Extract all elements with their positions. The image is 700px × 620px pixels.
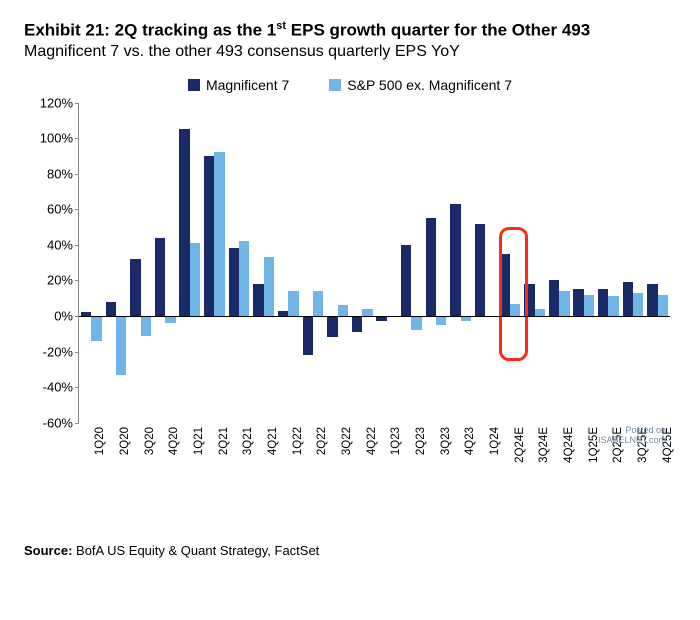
x-tick-label: 4Q22 xyxy=(366,427,378,455)
bar xyxy=(116,316,126,375)
plot-area: -60%-40%-20%0%20%40%60%80%100%120% xyxy=(78,103,670,423)
legend-item-b: S&P 500 ex. Magnificent 7 xyxy=(329,77,512,93)
bar xyxy=(475,224,485,316)
x-tick-label: 3Q22 xyxy=(341,427,353,455)
x-tick-label: 4Q20 xyxy=(168,427,180,455)
y-tick-label: -20% xyxy=(25,344,73,359)
bar xyxy=(288,291,298,316)
bar xyxy=(204,156,214,316)
watermark-line2: ISABELNET.com xyxy=(598,435,666,446)
source-text: BofA US Equity & Quant Strategy, FactSet xyxy=(76,543,319,558)
x-tick-label: 3Q24E xyxy=(538,427,550,463)
bar xyxy=(426,218,436,316)
bar xyxy=(229,248,239,316)
x-tick-label: 3Q21 xyxy=(242,427,254,455)
bar xyxy=(401,245,411,316)
x-tick-label: 3Q20 xyxy=(144,427,156,455)
legend-label-b: S&P 500 ex. Magnificent 7 xyxy=(347,77,512,93)
bar xyxy=(165,316,175,323)
x-tick-label: 4Q24E xyxy=(563,427,575,463)
bar xyxy=(190,243,200,316)
chart-subtitle: Magnificent 7 vs. the other 493 consensu… xyxy=(24,43,676,61)
bar xyxy=(608,296,618,316)
y-tick-label: 100% xyxy=(25,131,73,146)
x-tick-label: 3Q23 xyxy=(440,427,452,455)
y-tick-label: 0% xyxy=(25,308,73,323)
bar xyxy=(559,291,569,316)
bar xyxy=(313,291,323,316)
y-tick-label: 80% xyxy=(25,166,73,181)
legend: Magnificent 7 S&P 500 ex. Magnificent 7 xyxy=(24,77,676,93)
x-tick-label: 1Q21 xyxy=(193,427,205,455)
bar xyxy=(524,284,534,316)
bar xyxy=(436,316,446,325)
chart-title: Exhibit 21: 2Q tracking as the 1st EPS g… xyxy=(24,20,676,41)
x-tick-label: 2Q23 xyxy=(415,427,427,455)
x-tick-label: 1Q24 xyxy=(489,427,501,455)
x-axis-labels: 1Q20 2Q20 3Q20 4Q20 1Q21 2Q21 3Q21 4Q21 1Q22 2Q22… xyxy=(78,423,670,483)
bar xyxy=(264,257,274,316)
x-tick-label: 1Q23 xyxy=(390,427,402,455)
bar xyxy=(584,295,594,316)
bar xyxy=(362,309,372,316)
bar xyxy=(450,204,460,316)
bar xyxy=(155,238,165,316)
x-tick-label: 4Q23 xyxy=(464,427,476,455)
bar xyxy=(214,152,224,316)
bar xyxy=(253,284,263,316)
bar xyxy=(510,304,520,316)
bar xyxy=(352,316,362,332)
x-tick-label: 2Q22 xyxy=(316,427,328,455)
bar xyxy=(130,259,140,316)
bar xyxy=(303,316,313,355)
y-tick-label: -40% xyxy=(25,380,73,395)
source-label: Source: xyxy=(24,543,72,558)
x-tick-label: 1Q20 xyxy=(94,427,106,455)
bar xyxy=(549,280,559,316)
bar xyxy=(327,316,337,337)
x-tick-label: 2Q20 xyxy=(119,427,131,455)
bar xyxy=(573,289,583,316)
bar xyxy=(338,305,348,316)
bar xyxy=(658,295,668,316)
source-line: Source: BofA US Equity & Quant Strategy,… xyxy=(24,543,676,558)
legend-swatch-b xyxy=(329,79,341,91)
x-tick-label: 4Q21 xyxy=(267,427,279,455)
legend-swatch-a xyxy=(188,79,200,91)
legend-label-a: Magnificent 7 xyxy=(206,77,289,93)
bar xyxy=(141,316,151,336)
y-tick-label: 40% xyxy=(25,237,73,252)
bar xyxy=(179,129,189,316)
watermark-line1: Posted on xyxy=(598,425,666,436)
x-tick-label: 1Q22 xyxy=(292,427,304,455)
bar xyxy=(535,309,545,316)
bar xyxy=(633,293,643,316)
bar xyxy=(647,284,657,316)
y-tick-label: 60% xyxy=(25,202,73,217)
bar xyxy=(623,282,633,316)
x-tick-label: 2Q24E xyxy=(514,427,526,463)
y-tick-label: 120% xyxy=(25,95,73,110)
bar xyxy=(239,241,249,316)
bar xyxy=(411,316,421,330)
x-tick-label: 2Q21 xyxy=(218,427,230,455)
chart-area: -60%-40%-20%0%20%40%60%80%100%120% 1Q20 2… xyxy=(24,103,676,483)
bar xyxy=(598,289,608,316)
legend-item-a: Magnificent 7 xyxy=(188,77,289,93)
bar xyxy=(106,302,116,316)
y-tick-label: 20% xyxy=(25,273,73,288)
bar xyxy=(91,316,101,341)
watermark: Posted on ISABELNET.com xyxy=(598,425,666,447)
bar xyxy=(500,254,510,316)
y-tick-label: -60% xyxy=(25,415,73,430)
